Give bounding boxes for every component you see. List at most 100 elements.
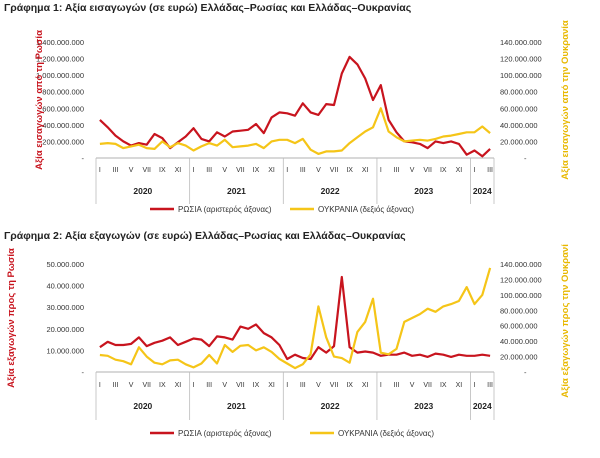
y-right-tick-label: - [524,368,527,377]
x-year-label: 2023 [414,186,433,196]
x-month-label: VII [330,167,339,174]
x-month-label: III [394,167,400,174]
series-line-ukraine [99,107,491,155]
x-month-label: IX [159,167,166,174]
y-right-tick-label: 20.000.000 [500,353,538,362]
x-year-label: 2020 [133,186,152,196]
x-month-label: XI [175,167,182,174]
y-right-tick-label: 100.000.000 [500,71,542,80]
y-right-tick-label: 140.000.000 [500,260,542,269]
series-line-ukraine [99,267,492,370]
x-month-label: I [474,382,476,389]
x-month-label: I [193,382,195,389]
x-month-label: V [316,167,321,174]
y-left-tick-label: 600.000.000 [42,104,84,113]
x-month-label: VII [330,382,339,389]
x-month-label: III [113,382,119,389]
x-month-label: V [129,167,134,174]
legend-label-russia: ΡΩΣΙΑ (αριστερός άξονας) [178,205,272,214]
x-month-label: VII [142,167,151,174]
y-left-axis-title: Αξία εισαγωγών από τη Ρωσία [34,30,45,170]
x-month-label: I [286,382,288,389]
chart1-imports: - 200.000.000 400.000.000 600.000.000 800.00… [34,20,571,214]
y-right-tick-label: 40.000.000 [500,337,538,346]
x-month-label: III [300,382,306,389]
x-month-label: I [99,382,101,389]
chart2-title: Γράφημα 2: Αξία εξαγωγών (σε ευρώ) Ελλάδ… [4,230,406,242]
y-left-tick-label: 50.000.000 [46,260,84,269]
x-month-label: III [487,167,493,174]
x-month-label: IX [253,382,260,389]
y-left-tick-label: 200.000.000 [42,137,84,146]
y-right-tick-label: 140.000.000 [500,38,542,47]
x-month-label: IX [253,167,260,174]
x-month-label: V [222,382,227,389]
y-right-tick-label: 60.000.000 [500,104,538,113]
x-month-label: XI [456,167,463,174]
y-left-tick-label: - [82,368,85,377]
x-month-label: I [193,167,195,174]
x-month-label: VII [423,382,432,389]
x-month-label: I [286,167,288,174]
x-year-label: 2024 [473,186,492,196]
x-month-label: V [410,167,415,174]
x-month-label: VII [236,167,245,174]
x-year-label: 2021 [227,186,246,196]
legend-label-russia: ΡΩΣΙΑ (αριστερός άξονας) [178,429,272,438]
x-month-label: XI [362,382,369,389]
chart1-title: Γράφημα 1: Αξία εισαγωγών (σε ευρώ) Ελλά… [4,2,412,14]
x-month-label: V [222,167,227,174]
x-month-label: XI [268,382,275,389]
y-right-tick-label: 80.000.000 [500,88,538,97]
y-left-tick-label: 1.200.000.000 [36,55,84,64]
y-left-tick-label: 1.000.000.000 [36,71,84,80]
y-right-tick-label: 20.000.000 [500,137,538,146]
y-right-tick-label: 120.000.000 [500,55,542,64]
x-year-label: 2022 [321,186,340,196]
x-year-label: 2022 [321,401,340,411]
x-month-label: V [410,382,415,389]
x-year-label: 2021 [227,401,246,411]
y-right-axis-title: Αξία εισαγωγών από την Ουκρανία [560,20,571,180]
x-month-label: XI [456,382,463,389]
x-month-label: IX [159,382,166,389]
y-right-tick-label: 60.000.000 [500,322,538,331]
x-month-label: IX [440,167,447,174]
x-month-label: IX [440,382,447,389]
y-left-tick-label: 10.000.000 [46,346,84,355]
y-right-tick-label: - [524,154,527,163]
x-month-label: III [300,167,306,174]
x-year-label: 2020 [133,401,152,411]
x-month-label: XI [268,167,275,174]
chart2-exports: - 10.000.000 20.000.000 30.000.000 40.000.00… [6,244,571,438]
x-month-label: III [487,382,493,389]
x-month-label: IX [346,382,353,389]
x-month-label: XI [362,167,369,174]
x-month-label: I [380,167,382,174]
y-left-tick-label: 40.000.000 [46,282,84,291]
y-left-axis-title: Αξία εξαγωγών προς τη Ρωσία [6,248,17,388]
y-right-tick-label: 120.000.000 [500,275,542,284]
y-left-tick-label: 20.000.000 [46,325,84,334]
y-right-tick-label: 100.000.000 [500,291,542,300]
x-month-label: III [394,382,400,389]
y-left-tick-label: 400.000.000 [42,121,84,130]
x-month-label: VII [142,382,151,389]
y-right-axis-title: Αξία εξαγωγών προς την Ουκρανία [560,244,571,398]
x-month-label: III [113,167,119,174]
x-month-label: IX [346,167,353,174]
x-month-label: XI [175,382,182,389]
x-year-label: 2023 [414,401,433,411]
legend-label-ukraine: ΟΥΚΡΑΝΙΑ (δεξιός άξονας) [318,205,414,214]
y-left-tick-label: 30.000.000 [46,303,84,312]
x-month-label: V [316,382,321,389]
x-month-label: III [206,167,212,174]
series-line-russia [99,275,491,361]
x-month-label: III [206,382,212,389]
series-line-russia [99,55,491,158]
y-right-tick-label: 40.000.000 [500,121,538,130]
x-month-label: I [99,167,101,174]
y-left-tick-label: - [82,154,85,163]
y-left-tick-label: 800.000.000 [42,88,84,97]
legend-label-ukraine: ΟΥΚΡΑΝΙΑ (δεξιός άξονας) [338,429,434,438]
